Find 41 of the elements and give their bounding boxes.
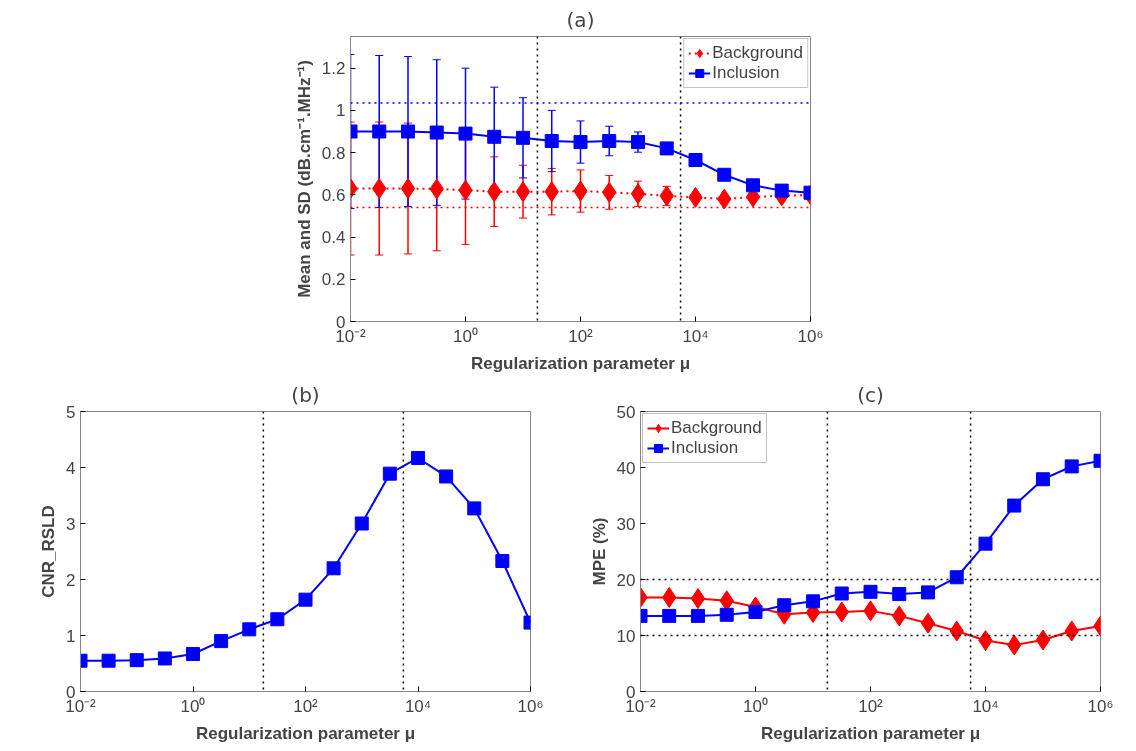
x-axis-title: Regularization parameter μ: [195, 723, 416, 743]
x-tick-label: 10⁶: [1087, 696, 1114, 716]
legend-label: Inclusion: [712, 63, 780, 83]
y-tick-label: 50: [616, 402, 636, 422]
x-tick-label: 10⁶: [797, 326, 824, 346]
chart-title: (a): [566, 7, 595, 32]
y-tick-label: 2: [66, 570, 76, 590]
y-tick-label: 3: [66, 514, 76, 534]
y-tick-label: 1: [336, 101, 346, 121]
legend-label: Inclusion: [671, 438, 739, 458]
chart-title: (b): [291, 382, 320, 407]
y-axis-title: Mean and SD (dB.cm⁻¹.MHz⁻¹): [294, 60, 314, 298]
y-tick-label: 5: [66, 402, 76, 422]
x-tick-label: 10²: [568, 326, 594, 346]
legend-label: Background: [671, 418, 762, 438]
x-tick-label: 10⁰: [180, 696, 206, 716]
x-tick-label: 10⁴: [682, 326, 709, 346]
y-tick-label: 10: [616, 626, 636, 646]
y-tick-label: 0.8: [321, 143, 346, 163]
legend-label: Background: [712, 43, 803, 63]
x-tick-label: 10⁰: [453, 326, 478, 346]
y-tick-label: 40: [616, 458, 636, 478]
y-tick-label: 30: [616, 514, 636, 534]
x-tick-label: 10⁶: [517, 696, 544, 716]
y-tick-label: 1.2: [321, 59, 346, 79]
x-tick-label: 10⁰: [743, 696, 768, 716]
y-axis-title: MPE (%): [589, 517, 609, 586]
y-axis-title: CNR_RSLD: [39, 505, 59, 598]
y-tick-label: 0.4: [321, 228, 346, 248]
x-axis-title: Regularization parameter μ: [760, 723, 981, 743]
y-tick-label: 0.2: [321, 270, 346, 290]
x-tick-label: 10⁴: [404, 696, 432, 716]
x-axis-title: Regularization parameter μ: [470, 353, 691, 373]
y-tick-label: 1: [66, 626, 76, 646]
chart-title: (c): [857, 382, 884, 407]
x-tick-label: 10²: [293, 696, 319, 716]
x-tick-label: 10²: [858, 696, 884, 716]
y-tick-label: 0.6: [321, 185, 346, 205]
y-tick-label: 4: [66, 458, 76, 478]
x-tick-label: 10⁴: [972, 696, 999, 716]
y-tick-label: 20: [616, 570, 636, 590]
